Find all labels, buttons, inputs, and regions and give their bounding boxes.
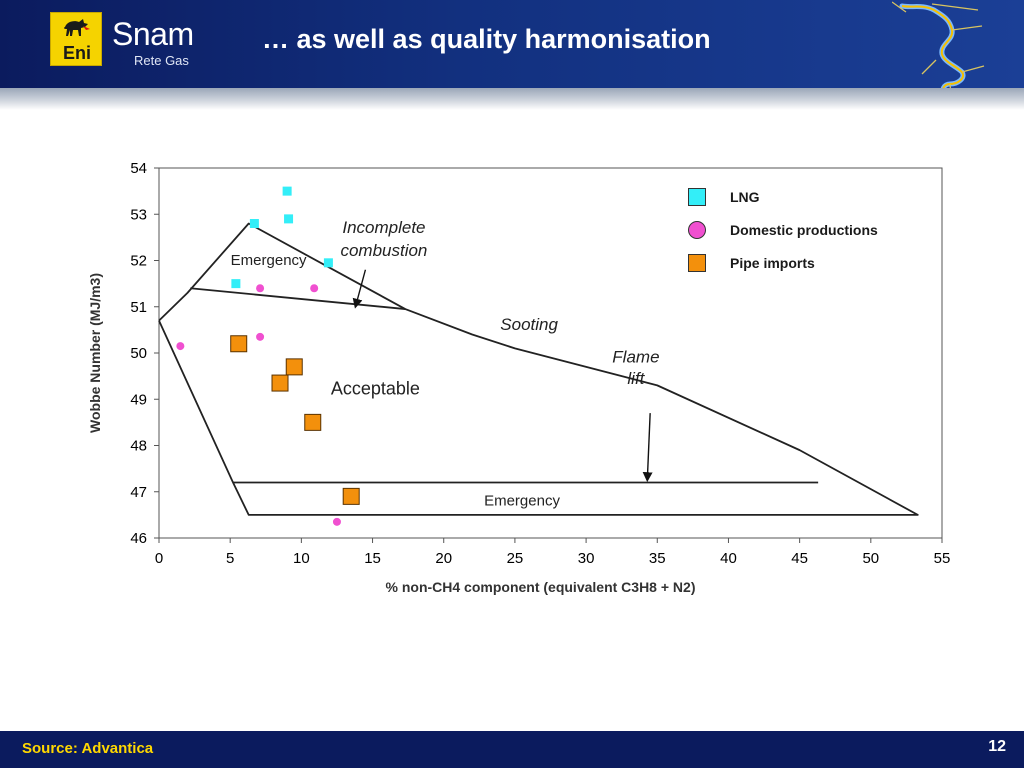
snam-logo-text: Snam — [112, 16, 194, 52]
data-point-lng — [284, 214, 294, 224]
y-tick-label: 48 — [130, 438, 147, 455]
annotation-arrow — [352, 269, 367, 309]
header-shadow-band — [0, 88, 1024, 110]
footer-bar: Source: Advantica 12 — [0, 731, 1024, 768]
x-axis-title: % non-CH4 component (equivalent C3H8 + N… — [386, 579, 696, 595]
slide-title: … as well as quality harmonisation — [262, 24, 711, 54]
legend-marker-lng — [688, 188, 706, 206]
y-tick-label: 53 — [130, 206, 147, 223]
header-bar: Eni Snam Rete Gas … as well as quality h… — [0, 0, 1024, 107]
data-point-pipe-import — [285, 358, 303, 376]
annotation-arrow — [642, 413, 653, 483]
data-point-pipe-import — [304, 413, 322, 431]
x-tick-label: 50 — [862, 550, 879, 567]
x-tick-label: 25 — [507, 550, 524, 567]
x-tick-label: 35 — [649, 550, 666, 567]
rete-gas-logo-text: Rete Gas — [134, 53, 189, 68]
x-tick-label: 30 — [578, 550, 595, 567]
x-tick-label: 0 — [155, 550, 163, 567]
legend-label: LNG — [730, 189, 760, 205]
region-label: Incomplete — [342, 218, 425, 237]
region-boundary-line — [190, 287, 406, 310]
region-boundary-line — [158, 222, 919, 516]
data-point-lng — [231, 279, 241, 289]
region-label: lift — [627, 369, 645, 388]
data-point-lng — [249, 219, 259, 228]
y-tick-label: 54 — [130, 160, 147, 177]
y-axis-title: Wobbe Number (MJ/m3) — [87, 273, 103, 433]
x-tick-label: 5 — [226, 550, 234, 567]
italy-gas-network-map-icon — [892, 1, 985, 107]
x-tick-label: 15 — [364, 550, 381, 567]
data-point-domestic — [256, 332, 265, 341]
six-legged-dog-icon — [63, 19, 90, 36]
legend-label: Domestic productions — [730, 222, 878, 238]
data-point-domestic — [256, 284, 265, 293]
region-label: Acceptable — [331, 379, 420, 399]
y-tick-label: 46 — [130, 530, 147, 547]
x-tick-label: 55 — [934, 550, 951, 567]
y-tick-label: 51 — [130, 299, 147, 316]
y-tick-label: 47 — [130, 484, 147, 501]
x-tick-label: 20 — [435, 550, 452, 567]
data-point-pipe-import — [342, 487, 360, 505]
region-label: Emergency — [484, 493, 560, 510]
plot-area — [158, 167, 943, 539]
eni-logo-text: Eni — [62, 43, 91, 63]
x-tick-label: 40 — [720, 550, 737, 567]
source-note: Source: Advantica — [22, 740, 154, 757]
x-tick-label: 45 — [791, 550, 808, 567]
region-label: Flame — [612, 347, 659, 366]
data-point-domestic — [332, 517, 341, 526]
wobbe-number-chart: 0 5 10 15 20 25 30 35 40 45 50 55 46 47 48 49 50 51 52 53 54… — [87, 160, 951, 595]
data-point-domestic — [310, 284, 319, 293]
region-label: Emergency — [231, 252, 307, 269]
region-label: combustion — [340, 241, 427, 260]
x-tick-label: 10 — [293, 550, 310, 567]
data-point-pipe-import — [271, 374, 289, 392]
page-number: 12 — [988, 738, 1006, 755]
y-tick-label: 49 — [130, 391, 147, 408]
data-point-pipe-import — [230, 335, 248, 353]
legend-label: Pipe imports — [730, 255, 815, 271]
eni-logo: Eni — [50, 12, 102, 66]
y-tick-label: 52 — [130, 253, 147, 270]
legend-marker-domestic — [688, 221, 706, 239]
data-point-domestic — [176, 342, 185, 351]
legend-marker-pipe-import — [688, 254, 706, 272]
data-point-lng — [282, 186, 292, 196]
data-point-lng — [323, 258, 333, 268]
region-label: Sooting — [500, 315, 558, 334]
y-tick-label: 50 — [130, 345, 147, 362]
